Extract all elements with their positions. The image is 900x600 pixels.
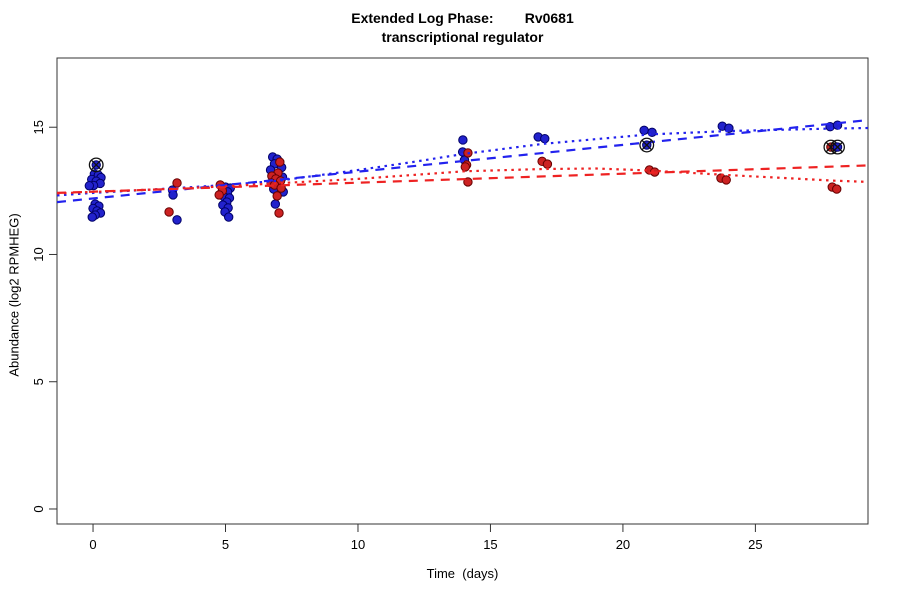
flag-circle-x-icon [830,139,845,155]
scatter-point-blue [168,190,178,200]
chart-title-line1: Extended Log Phase: Rv0681 [351,10,574,26]
x-tick-label: 25 [748,537,762,552]
scatter-point-red [542,159,553,169]
scatter-point-red [272,191,282,201]
scatter-point-blue [84,181,95,191]
x-tick-label: 20 [616,537,630,552]
y-tick-label: 0 [31,505,46,512]
x-tick-label: 10 [351,537,365,552]
y-axis-label: Abundance (log2 RPMHEG) [6,213,22,377]
scatter-point-blue [87,212,97,222]
flag-x-stroke [641,139,653,151]
x-tick-label: 15 [483,537,497,552]
y-tick-label: 15 [31,120,46,134]
flag-circle-x-icon [88,157,104,173]
scatter-point-red [164,207,174,217]
flag-x-stroke [90,159,102,171]
x-axis-label: Time (days) [426,566,499,581]
scatter-point-red [463,177,473,187]
y-tick-label: 5 [31,378,46,385]
scatter-point-blue [458,135,468,145]
plot-box [56,57,869,525]
scatter-point-red [275,157,285,167]
chart-title-line2: transcriptional regulator [381,29,544,45]
scatter-point-blue [223,212,234,222]
scatter-point-blue [172,215,182,225]
x-tick-label: 0 [89,537,96,552]
scatter-point-blue [540,133,550,144]
scatter-point-red [172,178,182,188]
flag-x-stroke [832,141,843,153]
trend-line-blue-dashed [56,119,869,204]
scatter-point-red [214,190,224,200]
scatter-point-red [832,184,842,194]
trend-line-red-dotted [56,167,869,195]
x-tick-label: 5 [222,537,229,552]
scatter-point-blue [639,125,649,135]
scatter-point-red [274,208,284,218]
flag-circle-x-icon [639,137,655,153]
y-tick-label: 10 [31,247,46,261]
scatter-point-red [721,175,731,185]
scatter-point-red [460,162,470,172]
scatter-point-blue [270,199,281,209]
